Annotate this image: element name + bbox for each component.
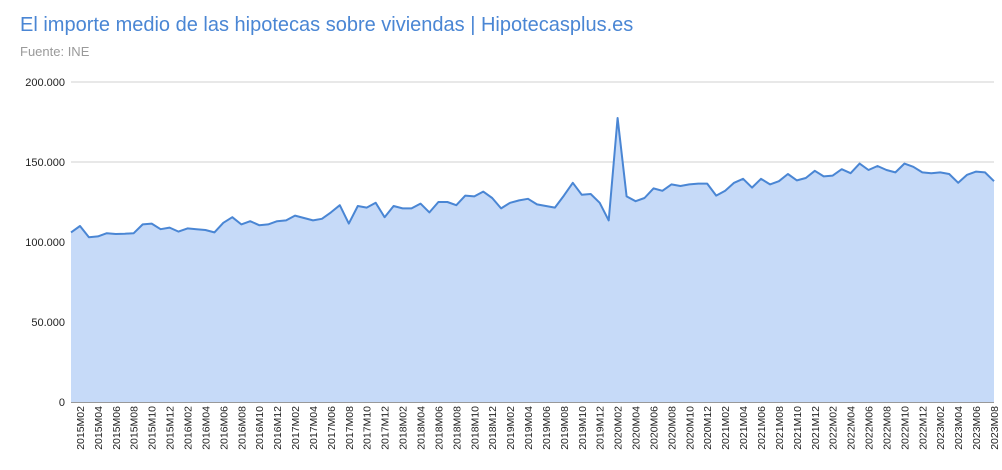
- x-tick-label: 2020M08: [666, 406, 678, 450]
- x-tick-label: 2021M12: [810, 406, 822, 450]
- x-tick-label: 2020M12: [702, 406, 714, 450]
- x-tick-label: 2016M06: [218, 406, 230, 450]
- area-layer: [70, 117, 995, 402]
- x-tick-label: 2022M08: [881, 406, 893, 450]
- x-tick-label: 2015M04: [93, 406, 105, 450]
- y-tick-label: 150.000: [25, 157, 65, 169]
- x-tick-label: 2021M10: [792, 406, 804, 450]
- x-tick-label: 2019M08: [559, 406, 571, 450]
- y-axis-labels: 0 50.000 100.000 150.000 200.000: [25, 77, 65, 409]
- x-tick-label: 2016M04: [200, 406, 212, 450]
- x-tick-label: 2015M06: [111, 406, 123, 450]
- x-tick-label: 2021M02: [720, 406, 732, 450]
- x-tick-label: 2017M04: [308, 406, 320, 450]
- x-tick-label: 2022M04: [846, 406, 858, 450]
- x-axis-labels: 2015M02 2015M04 2015M06 2015M08 2015M10 2015M…: [75, 406, 1001, 450]
- x-tick-label: 2019M10: [577, 406, 589, 450]
- x-tick-label: 2017M08: [344, 406, 356, 450]
- x-tick-label: 2019M04: [523, 406, 535, 450]
- x-tick-label: 2017M12: [380, 406, 392, 450]
- x-tick-label: 2018M12: [487, 406, 499, 450]
- x-tick-label: 2019M02: [505, 406, 517, 450]
- y-tick-label: 50.000: [31, 317, 65, 329]
- x-tick-label: 2022M06: [864, 406, 876, 450]
- y-tick-label: 0: [59, 397, 65, 409]
- x-tick-label: 2017M02: [290, 406, 302, 450]
- x-tick-label: 2022M12: [917, 406, 929, 450]
- x-tick-label: 2016M12: [272, 406, 284, 450]
- x-tick-label: 2017M06: [326, 406, 338, 450]
- x-tick-label: 2018M06: [433, 406, 445, 450]
- x-tick-label: 2015M10: [147, 406, 159, 450]
- x-tick-label: 2022M02: [828, 406, 840, 450]
- y-tick-label: 200.000: [25, 77, 65, 89]
- x-tick-label: 2020M04: [631, 406, 643, 450]
- chart-subtitle: Fuente: INE: [20, 44, 90, 59]
- x-tick-label: 2015M08: [129, 406, 141, 450]
- x-tick-label: 2022M10: [899, 406, 911, 450]
- x-tick-label: 2016M08: [236, 406, 248, 450]
- x-tick-label: 2017M10: [362, 406, 374, 450]
- x-tick-label: 2016M10: [254, 406, 266, 450]
- x-tick-label: 2020M06: [648, 406, 660, 450]
- x-tick-label: 2023M06: [971, 406, 983, 450]
- x-tick-label: 2021M08: [774, 406, 786, 450]
- x-tick-label: 2021M06: [756, 406, 768, 450]
- x-tick-label: 2020M10: [684, 406, 696, 450]
- x-tick-label: 2019M06: [541, 406, 553, 450]
- series-line: [70, 117, 995, 239]
- x-tick-label: 2018M04: [415, 406, 427, 450]
- x-tick-label: 2023M04: [953, 406, 965, 450]
- x-tick-label: 2016M02: [182, 406, 194, 450]
- x-tick-label: 2020M02: [613, 406, 625, 450]
- y-tick-label: 100.000: [25, 237, 65, 249]
- x-tick-label: 2021M04: [738, 406, 750, 450]
- x-tick-label: 2019M12: [595, 406, 607, 450]
- x-tick-label: 2023M02: [935, 406, 947, 450]
- x-tick-label: 2018M10: [469, 406, 481, 450]
- chart-title: El importe medio de las hipotecas sobre …: [20, 14, 634, 36]
- x-tick-label: 2018M08: [451, 406, 463, 450]
- x-tick-label: 2015M02: [75, 406, 87, 450]
- x-tick-label: 2023M08: [989, 406, 1001, 450]
- series-area: [71, 118, 994, 402]
- x-tick-label: 2018M02: [398, 406, 410, 450]
- x-tick-label: 2015M12: [165, 406, 177, 450]
